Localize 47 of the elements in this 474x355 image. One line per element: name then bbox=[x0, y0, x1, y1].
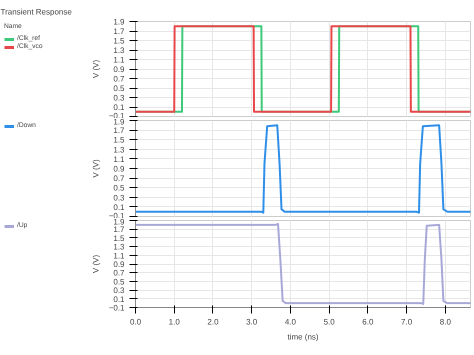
x-axis-title: time (ns) bbox=[287, 332, 319, 342]
y-tick-label: 1.3 bbox=[113, 242, 126, 252]
y-tick-label: 0.3 bbox=[113, 193, 126, 202]
y-tick-label: 0.7 bbox=[113, 74, 126, 84]
y-tick-label: 0.9 bbox=[113, 164, 126, 174]
y-tick-label: 0.5 bbox=[113, 84, 126, 93]
y-tick-label: 1.3 bbox=[113, 46, 126, 55]
y-tick-label: 0.3 bbox=[113, 94, 126, 102]
x-tick-label: 1.0 bbox=[168, 318, 180, 326]
y-tick-label: 1.5 bbox=[113, 136, 126, 145]
line-series bbox=[136, 124, 470, 214]
x-tick-label: 7.0 bbox=[401, 318, 413, 326]
y-tick-label: 1.3 bbox=[113, 145, 126, 154]
x-tick-label: 6.0 bbox=[362, 318, 374, 326]
y-tick-label: 1.7 bbox=[113, 225, 126, 234]
y-tick-label: 0.9 bbox=[113, 260, 126, 269]
y-tick-label: 0.7 bbox=[113, 268, 126, 278]
y-tick-label: 0.3 bbox=[113, 286, 126, 296]
y-tick-label: 0.5 bbox=[113, 184, 126, 193]
y-axis-title: V (V) bbox=[92, 60, 101, 78]
y-tick-label: −0.1 bbox=[108, 304, 126, 312]
x-tick-label: 2.0 bbox=[207, 318, 220, 326]
y-tick-label: 0.1 bbox=[113, 294, 126, 304]
x-tick-label: 0.0 bbox=[130, 318, 142, 326]
y-tick-label: 1.1 bbox=[113, 154, 126, 164]
y-axis-title: V (V) bbox=[92, 254, 101, 274]
y-tick-label: 1.7 bbox=[113, 27, 126, 36]
y-tick-label: 0.7 bbox=[113, 174, 126, 184]
x-tick-label: 3.0 bbox=[246, 318, 258, 326]
y-tick-label: 0.9 bbox=[113, 65, 126, 74]
y-tick-label: 1.1 bbox=[113, 251, 126, 260]
y-tick-label: 1.9 bbox=[113, 218, 126, 226]
y-tick-label: 1.9 bbox=[113, 118, 126, 126]
y-tick-label: 0.1 bbox=[113, 103, 126, 112]
y-tick-label: 1.5 bbox=[113, 234, 126, 243]
y-tick-label: 1.7 bbox=[113, 126, 126, 136]
x-tick-label: 5.0 bbox=[324, 318, 336, 326]
y-tick-label: 0.5 bbox=[113, 277, 126, 286]
x-tick-label: 8.0 bbox=[440, 318, 452, 326]
text: Transient Response bbox=[0, 8, 72, 16]
y-tick-label: 1.5 bbox=[113, 36, 126, 46]
y-axis-title: V (V) bbox=[92, 159, 101, 178]
y-tick-label: 0.1 bbox=[113, 202, 126, 212]
y-tick-label: 1.1 bbox=[113, 56, 126, 64]
x-tick-label: 4.0 bbox=[284, 318, 297, 326]
line-series bbox=[136, 222, 470, 306]
y-tick-label: 1.9 bbox=[113, 18, 126, 26]
